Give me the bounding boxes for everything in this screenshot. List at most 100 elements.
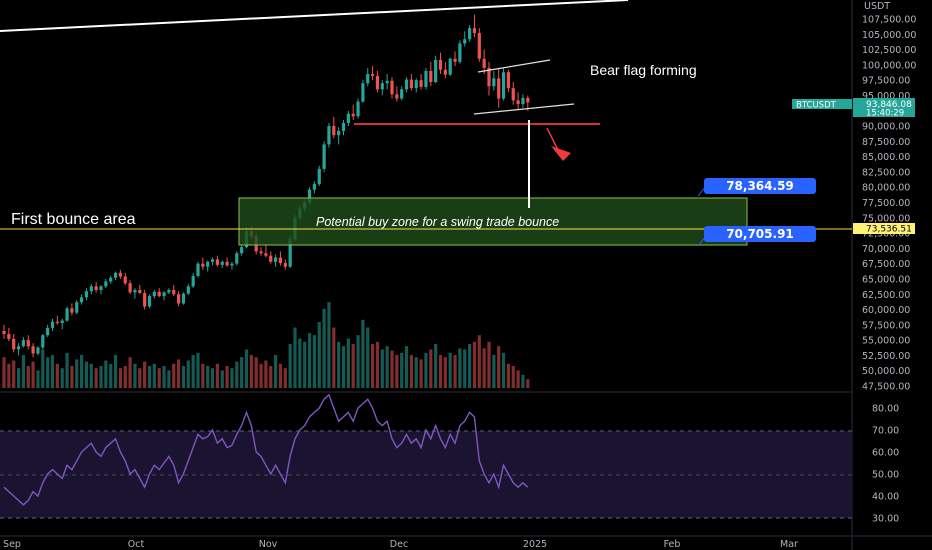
volume-bar	[157, 368, 161, 388]
candle-body	[429, 70, 433, 83]
candle-body	[468, 28, 472, 40]
volume-bar	[274, 355, 278, 388]
candle-body	[172, 289, 176, 295]
time-tick-label: Mar	[780, 539, 798, 550]
currency-label: USDT	[864, 1, 890, 12]
candle-body	[366, 74, 370, 84]
price-tick-label: 105,000.00	[862, 30, 916, 41]
volume-bar	[317, 322, 321, 388]
candle-body	[400, 89, 404, 99]
first-bounce-label: First bounce area	[11, 211, 136, 228]
candle-body	[50, 321, 55, 328]
candle-body	[516, 100, 520, 105]
hline-price-value: 73,536.51	[866, 225, 912, 235]
bear-flag-label: Bear flag forming	[590, 62, 697, 78]
candle-body	[506, 72, 510, 89]
price-tick-label: 55,000.00	[862, 336, 910, 347]
volume-bar	[395, 355, 399, 388]
volume-bar	[191, 355, 195, 388]
price-tick-label: 87,500.00	[862, 137, 910, 148]
candle-body	[521, 97, 525, 105]
rsi-axis[interactable]: 80.00 70.00 60.00 50.00 40.00 30.00	[872, 404, 899, 525]
candle-body	[448, 58, 452, 75]
volume-bar	[424, 352, 428, 388]
volume-bar	[206, 366, 210, 388]
candle-body	[109, 277, 113, 282]
price-tick-label: 47,500.00	[862, 382, 910, 393]
volume-bar	[2, 357, 6, 388]
volume-bar	[283, 368, 287, 388]
candle-body	[317, 168, 321, 185]
volume-bar	[497, 346, 501, 388]
time-tick-label: Oct	[128, 539, 145, 550]
candle-body	[16, 346, 21, 350]
symbol-tag-label: BTCUSDT	[796, 101, 837, 111]
candle-body	[143, 293, 147, 307]
buy-zone-rect[interactable]	[238, 197, 748, 246]
volume-bar	[138, 368, 142, 388]
candle-body	[288, 239, 292, 267]
time-axis[interactable]: Sep Oct Nov Dec 2025 Feb Mar	[3, 539, 798, 550]
candle-body	[501, 72, 506, 99]
volume-bar	[482, 348, 486, 388]
candle-body	[75, 302, 79, 313]
volume-bar	[341, 346, 346, 388]
volume-bar	[7, 363, 11, 388]
candle-body	[390, 80, 394, 95]
volume-bar	[31, 361, 35, 388]
candle-body	[492, 78, 496, 87]
candle-body	[26, 340, 30, 347]
price-tick-label: 100,000.00	[862, 60, 916, 71]
volume-bar	[458, 348, 462, 388]
volume-bar	[201, 363, 205, 388]
volume-bar	[235, 361, 239, 388]
volume-bar	[312, 335, 316, 388]
volume-bar	[487, 341, 491, 388]
volume-bar	[419, 359, 423, 388]
candle-body	[186, 286, 190, 294]
upper-zone-tag	[704, 178, 816, 194]
price-tick-label: 77,500.00	[862, 198, 910, 209]
volume-bar	[172, 363, 176, 388]
price-axis[interactable]: 107,500.00 105,000.00 102,500.00 100,000.00…	[862, 15, 916, 393]
price-tick-label: 95,000.00	[862, 91, 910, 102]
volume-bar	[99, 366, 103, 388]
candle-body	[307, 189, 312, 203]
candle-body	[283, 263, 287, 267]
candle-body	[113, 272, 118, 278]
volume-bar	[75, 359, 79, 388]
candle-body	[327, 126, 331, 145]
symbol-tag	[792, 99, 852, 109]
buy-zone-label: Potential buy zone for a swing trade bou…	[316, 215, 559, 229]
volume-bar	[36, 370, 40, 388]
flag-upper-line[interactable]	[477, 59, 551, 73]
volume-bar	[167, 370, 171, 388]
candle-body	[21, 340, 25, 347]
candle-body	[12, 338, 16, 350]
flag-lower-line[interactable]	[473, 103, 575, 115]
candle-body	[434, 59, 438, 83]
price-tick-label: 57,500.00	[862, 320, 910, 331]
rsi-tick-label: 60.00	[872, 448, 899, 459]
candle-body	[60, 320, 64, 323]
volume-bar	[50, 355, 55, 388]
price-tick-label: 97,500.00	[862, 76, 910, 87]
candle-body	[380, 83, 384, 90]
candle-body	[264, 253, 268, 256]
candle-body	[138, 289, 142, 294]
candle-body	[395, 94, 399, 99]
volume-bar	[521, 374, 525, 388]
volume-bar	[400, 352, 404, 388]
trend-line[interactable]	[0, 0, 629, 32]
volume-bar	[434, 344, 438, 388]
candle-body	[157, 291, 161, 297]
down-arrow-icon	[546, 127, 571, 161]
price-tick-label: 82,500.00	[862, 167, 910, 178]
volume-bar	[12, 360, 16, 388]
candle-body	[356, 101, 360, 117]
volume-bar	[259, 363, 263, 388]
candle-body	[31, 346, 35, 354]
volume-bar	[463, 349, 467, 388]
candle-body	[472, 28, 477, 34]
